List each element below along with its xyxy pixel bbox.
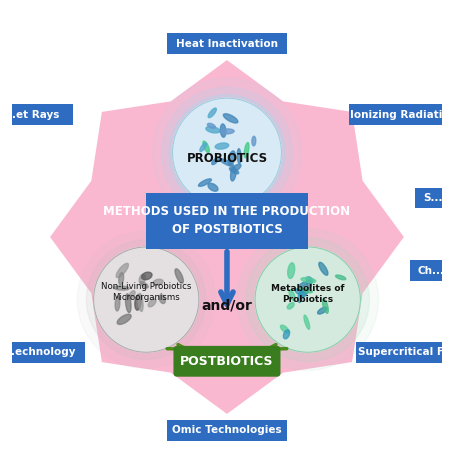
Circle shape: [93, 247, 199, 352]
Ellipse shape: [206, 127, 219, 133]
Text: Heat Inactivation: Heat Inactivation: [176, 39, 278, 49]
FancyBboxPatch shape: [348, 104, 456, 125]
FancyBboxPatch shape: [0, 104, 73, 125]
Ellipse shape: [323, 299, 328, 313]
Ellipse shape: [287, 302, 294, 309]
Ellipse shape: [118, 273, 124, 285]
Ellipse shape: [129, 291, 135, 299]
Ellipse shape: [231, 164, 241, 172]
Ellipse shape: [220, 159, 234, 166]
Ellipse shape: [203, 141, 210, 153]
Ellipse shape: [139, 274, 146, 284]
Ellipse shape: [148, 299, 156, 307]
Circle shape: [169, 95, 285, 210]
FancyBboxPatch shape: [356, 342, 474, 363]
Ellipse shape: [208, 108, 217, 118]
Text: Ionizing Radiati...: Ionizing Radiati...: [350, 109, 454, 119]
Ellipse shape: [297, 288, 312, 293]
FancyBboxPatch shape: [146, 192, 308, 249]
Ellipse shape: [307, 280, 311, 288]
Ellipse shape: [117, 314, 131, 324]
FancyBboxPatch shape: [167, 420, 287, 441]
Ellipse shape: [237, 149, 241, 164]
Ellipse shape: [244, 143, 249, 158]
Ellipse shape: [281, 325, 289, 333]
Ellipse shape: [208, 123, 215, 128]
Ellipse shape: [295, 289, 306, 296]
Ellipse shape: [299, 282, 308, 287]
Text: Metabolites of
Probiotics: Metabolites of Probiotics: [271, 284, 345, 304]
Text: METHODS USED IN THE PRODUCTION
OF POSTBIOTICS: METHODS USED IN THE PRODUCTION OF POSTBI…: [103, 205, 351, 236]
Text: ...echnology: ...echnology: [3, 347, 75, 357]
FancyBboxPatch shape: [167, 33, 287, 54]
Circle shape: [162, 87, 292, 218]
Circle shape: [86, 240, 206, 359]
Ellipse shape: [175, 269, 183, 283]
Ellipse shape: [298, 290, 302, 302]
Ellipse shape: [153, 279, 163, 285]
Ellipse shape: [301, 278, 316, 283]
Text: Supercritical Flui...: Supercritical Flui...: [358, 347, 471, 357]
Text: Ch...: Ch...: [418, 265, 445, 275]
Ellipse shape: [159, 295, 165, 303]
Text: Omic Technologies: Omic Technologies: [172, 425, 282, 435]
Ellipse shape: [114, 286, 129, 290]
Ellipse shape: [220, 129, 234, 134]
FancyBboxPatch shape: [173, 346, 281, 377]
FancyBboxPatch shape: [0, 342, 84, 363]
Ellipse shape: [319, 262, 328, 275]
Ellipse shape: [229, 168, 239, 174]
Ellipse shape: [252, 136, 256, 146]
Circle shape: [77, 231, 215, 369]
Ellipse shape: [230, 167, 236, 181]
Ellipse shape: [289, 290, 295, 301]
Ellipse shape: [115, 296, 120, 311]
Ellipse shape: [223, 114, 238, 123]
Ellipse shape: [199, 179, 211, 186]
Ellipse shape: [116, 264, 128, 278]
Ellipse shape: [215, 143, 229, 149]
Ellipse shape: [288, 263, 295, 278]
Ellipse shape: [304, 315, 310, 329]
Ellipse shape: [140, 282, 148, 288]
Ellipse shape: [300, 289, 308, 297]
Circle shape: [246, 238, 369, 361]
Text: POSTBIOTICS: POSTBIOTICS: [180, 355, 273, 368]
Ellipse shape: [220, 124, 226, 137]
Text: and/or: and/or: [201, 298, 253, 312]
Ellipse shape: [142, 272, 152, 280]
Circle shape: [237, 229, 378, 370]
Polygon shape: [50, 60, 404, 414]
Circle shape: [173, 98, 282, 207]
Text: S...: S...: [423, 193, 443, 203]
Text: ...et Rays: ...et Rays: [4, 109, 60, 119]
Ellipse shape: [318, 307, 327, 314]
FancyBboxPatch shape: [415, 188, 451, 209]
Ellipse shape: [200, 143, 207, 152]
FancyBboxPatch shape: [410, 260, 452, 281]
Ellipse shape: [126, 294, 131, 313]
Ellipse shape: [135, 294, 141, 310]
Ellipse shape: [212, 158, 219, 164]
Text: PROBIOTICS: PROBIOTICS: [186, 152, 267, 164]
Circle shape: [153, 78, 301, 227]
Circle shape: [255, 247, 360, 352]
Ellipse shape: [306, 277, 313, 283]
Ellipse shape: [336, 275, 346, 280]
Ellipse shape: [138, 293, 143, 311]
Ellipse shape: [228, 151, 235, 165]
Ellipse shape: [208, 183, 218, 191]
Ellipse shape: [283, 330, 290, 339]
Text: Non-Living Probiotics
Microorganisms: Non-Living Probiotics Microorganisms: [101, 283, 191, 302]
